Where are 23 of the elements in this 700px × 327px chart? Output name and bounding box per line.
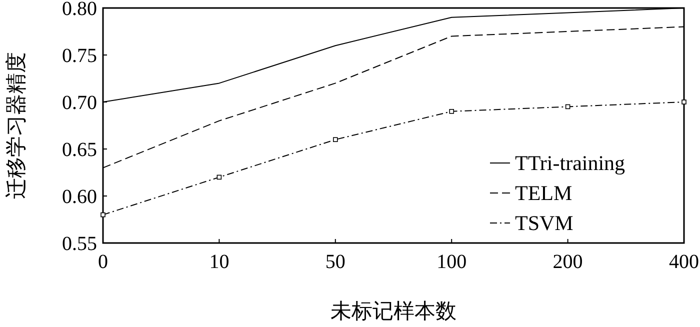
y-axis-title: 迁移学习器精度 (4, 52, 28, 199)
point (565, 104, 570, 110)
x-tick-label: 400 (669, 251, 699, 273)
y-tick-label: 0.80 (62, 0, 97, 20)
y-tick-label: 0.55 (62, 233, 97, 255)
x-tick-label: 0 (98, 251, 108, 273)
x-tick-label: 50 (325, 251, 346, 273)
y-tick-label: 0.70 (62, 92, 97, 114)
point (449, 109, 454, 114)
legend-label: TSVM (515, 211, 574, 235)
point (216, 174, 222, 180)
y-tick-label: 0.75 (62, 45, 97, 67)
y-tick-label: 0.60 (62, 186, 97, 208)
point (333, 137, 338, 142)
legend-label: TTri-training (515, 151, 626, 175)
point (682, 100, 686, 104)
legend-label: TELM (515, 181, 572, 205)
y-tick-label: 0.65 (62, 139, 97, 161)
x-tick-label: 100 (436, 251, 467, 273)
point (100, 212, 106, 218)
x-tick-label: 10 (209, 251, 230, 273)
x-axis-title: 未标记样本数 (330, 299, 456, 323)
x-tick-label: 200 (552, 251, 583, 273)
